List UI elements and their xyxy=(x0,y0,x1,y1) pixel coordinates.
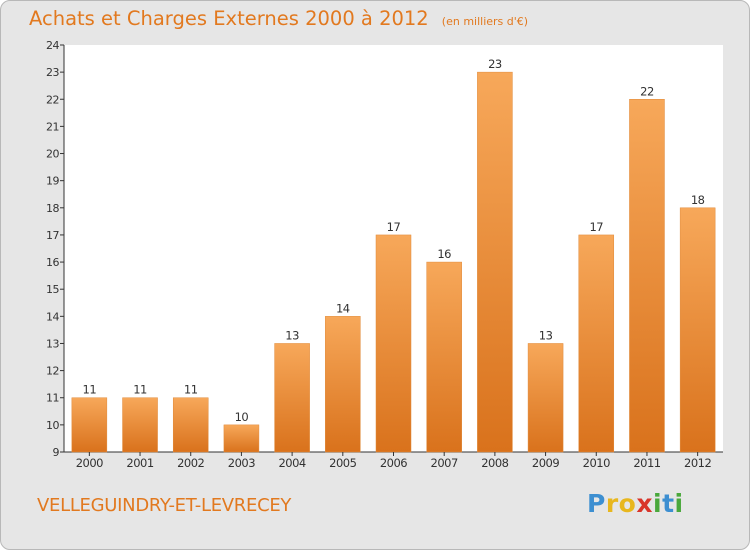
bar xyxy=(71,397,108,453)
y-tick-label: 18 xyxy=(46,202,59,215)
x-tick-label: 2001 xyxy=(126,456,153,470)
x-tick-label: 2004 xyxy=(278,456,305,470)
bar-value-label: 16 xyxy=(437,247,451,261)
logo-letter: o xyxy=(618,489,637,518)
logo-letter: i xyxy=(653,489,663,518)
y-tick-label: 16 xyxy=(46,256,59,269)
bar-value-label: 23 xyxy=(488,57,502,71)
y-tick-label: 19 xyxy=(46,175,59,188)
logo-letter: r xyxy=(605,489,619,518)
bar xyxy=(426,261,462,453)
x-tick-label: 2000 xyxy=(76,456,103,470)
bar-value-label: 11 xyxy=(83,383,97,397)
x-tick-label: 2010 xyxy=(583,456,610,470)
y-tick-label: 13 xyxy=(46,337,59,350)
x-tick-label: 2006 xyxy=(380,456,407,470)
bar-value-label: 11 xyxy=(184,383,198,397)
x-tick-label: 2008 xyxy=(481,456,508,470)
x-tick-label: 2005 xyxy=(329,456,356,470)
bar xyxy=(122,397,158,453)
chart-title: Achats et Charges Externes 2000 à 2012 xyxy=(29,7,429,30)
bar xyxy=(375,234,412,453)
y-tick-label: 20 xyxy=(46,148,59,161)
x-tick-label: 2009 xyxy=(532,456,559,470)
bar xyxy=(629,99,665,453)
bar xyxy=(223,424,260,453)
y-tick-label: 11 xyxy=(46,392,59,405)
bar-value-label: 13 xyxy=(539,328,553,342)
bar-value-label: 10 xyxy=(235,410,249,424)
bar-value-label: 17 xyxy=(589,220,603,234)
chart-unit: (en milliers d'€) xyxy=(441,15,529,28)
y-tick-label: 14 xyxy=(46,310,59,323)
y-tick-label: 22 xyxy=(46,93,59,106)
x-tick-label: 2003 xyxy=(228,456,255,470)
y-tick-label: 10 xyxy=(46,419,59,432)
bar xyxy=(578,234,615,453)
bar-value-label: 17 xyxy=(387,220,401,234)
commune-name: VELLEGUINDRY-ET-LEVRECEY xyxy=(37,495,292,516)
bar xyxy=(172,397,209,453)
x-tick-label: 2011 xyxy=(633,456,660,470)
y-tick-label: 9 xyxy=(53,446,60,459)
y-tick-label: 23 xyxy=(46,66,59,79)
x-tick-label: 2007 xyxy=(431,456,458,470)
bar-value-label: 11 xyxy=(133,383,147,397)
bar-value-label: 22 xyxy=(640,84,654,98)
bar xyxy=(274,343,310,453)
y-tick-label: 21 xyxy=(46,120,59,133)
logo-letter: i xyxy=(674,489,684,518)
bar-value-label: 13 xyxy=(285,328,299,342)
logo-letter: t xyxy=(662,489,675,518)
bar xyxy=(477,71,513,453)
y-tick-label: 15 xyxy=(46,283,59,296)
y-tick-label: 24 xyxy=(46,39,59,52)
bar-value-label: 18 xyxy=(691,193,705,207)
proxiti-logo[interactable]: Proxiti xyxy=(587,489,684,518)
bar xyxy=(679,207,716,453)
logo-letter: P xyxy=(587,489,606,518)
bar xyxy=(527,343,564,453)
title-row: Achats et Charges Externes 2000 à 2012 (… xyxy=(29,7,528,30)
y-tick-label: 12 xyxy=(46,365,59,378)
logo-letter: x xyxy=(636,489,653,518)
x-tick-label: 2012 xyxy=(684,456,711,470)
y-tick-label: 17 xyxy=(46,229,59,242)
bar-value-label: 14 xyxy=(336,301,350,315)
bar xyxy=(325,316,361,453)
x-tick-label: 2002 xyxy=(177,456,204,470)
